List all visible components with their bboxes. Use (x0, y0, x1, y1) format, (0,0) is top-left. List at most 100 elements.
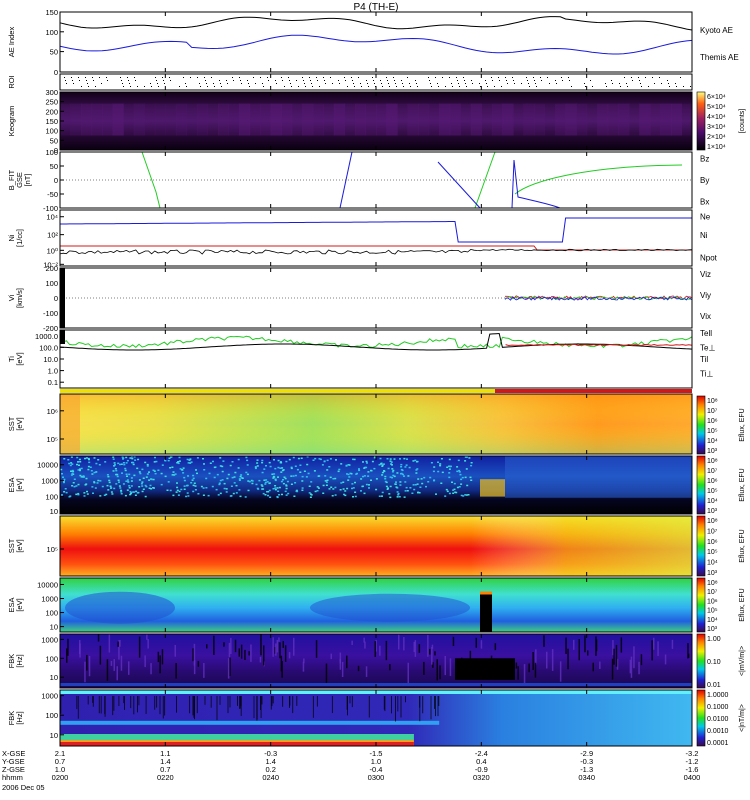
esa-e-pixel (412, 460, 415, 462)
fbk-b-stripe (216, 696, 218, 721)
esa-e-pixel (234, 471, 237, 474)
roi-dot (620, 86, 621, 87)
esa-i-blob (65, 591, 175, 624)
fbk-e-dark (455, 658, 515, 680)
esa-e-pixel (137, 458, 140, 461)
esa-e-pixel (138, 479, 141, 481)
esa-e-pixel (93, 471, 96, 474)
roi-dot (158, 86, 159, 87)
fbk-e-stripe (546, 651, 548, 669)
roi-dot (127, 77, 128, 78)
esa-e-pixel (330, 486, 333, 488)
esa-e-colorbar-tick: 10⁶ (707, 478, 718, 485)
esa-e-pixel (166, 489, 169, 491)
esa-e-pixel (144, 461, 147, 464)
fbk-e-stripe (543, 635, 545, 647)
esa-e-pixel (170, 456, 172, 458)
esa-e-pixel (82, 475, 85, 477)
esa-e-pixel (76, 463, 78, 466)
esa-e-pixel (71, 485, 74, 487)
roi-dot (526, 77, 527, 78)
esa-e-pixel (340, 463, 343, 465)
esa-e-pixel (135, 490, 138, 493)
time-label: 0340 (578, 773, 595, 782)
sst-i-colorbar-tick: 10⁴ (707, 560, 718, 567)
esa-e-pixel (312, 459, 315, 461)
keogram-column (60, 103, 72, 136)
esa-e-pixel (452, 489, 455, 491)
esa-e-pixel (427, 481, 430, 483)
roi-dot (197, 77, 198, 78)
roi-dot (284, 86, 285, 87)
esa-e-pixel (119, 463, 122, 466)
roi-dot (536, 86, 537, 87)
esa-e-pixel (131, 461, 134, 464)
keogram-column (323, 103, 335, 136)
esa-e-pixel (248, 480, 251, 483)
esa-e-pixel (425, 485, 427, 488)
fbk-b-stripe (189, 696, 191, 714)
sst-e-colorbar-title: Eflux, EFU (739, 408, 746, 441)
esa-e-pixel (215, 488, 218, 491)
roi-dot (86, 80, 87, 81)
esa-e-pixel (141, 468, 144, 471)
fbk-e-stripe (197, 661, 200, 667)
keogram-image (60, 92, 692, 150)
roi-dot (129, 83, 130, 84)
esa-e-pixel (75, 493, 78, 496)
esa-e-pixel (91, 486, 94, 488)
legend-label: Kyoto AE (700, 26, 733, 35)
esa-e-pixel (238, 489, 241, 491)
esa-e-pixel (145, 485, 148, 488)
esa-e-pixel (69, 495, 72, 497)
esa-e-pixel (72, 470, 75, 473)
esa-e-pixel (111, 493, 114, 495)
esa-e-pixel (448, 468, 451, 470)
roi-dot (465, 83, 466, 84)
esa-e-pixel (358, 469, 361, 472)
esa-e-pixel (172, 471, 175, 473)
fbk-b-band (60, 734, 414, 740)
roi-dot (71, 77, 72, 78)
esa-e-pixel (378, 495, 381, 497)
fbk-e-stripe (118, 640, 120, 660)
y-axis-label: B_FIT (7, 169, 16, 190)
footer-value: -1.3 (580, 765, 593, 774)
esa-e-colorbar-tick: 10⁵ (707, 488, 718, 495)
esa-e-pixel (308, 492, 311, 494)
keogram-colorbar-title: [counts] (739, 109, 746, 134)
esa-e-pixel (446, 466, 449, 468)
roi-dot (206, 83, 207, 84)
esa-e-pixel (352, 458, 354, 461)
esa-e-pixel (274, 467, 277, 470)
esa-e-pixel (151, 478, 153, 481)
esa-e-pixel (383, 463, 385, 465)
esa-e-pixel (115, 483, 118, 485)
esa-e-pixel (279, 467, 282, 469)
roi-dot (626, 83, 627, 84)
footer-value: 1.4 (160, 757, 170, 766)
roi-dot (494, 86, 495, 87)
esa-e-pixel (125, 473, 128, 475)
esa-e-pixel (437, 461, 439, 463)
fbk-b-stripe (229, 696, 231, 708)
esa-e-pixel (399, 484, 402, 486)
keogram-colorbar-tick: 6×10⁴ (707, 94, 726, 101)
esa-i-gap (480, 594, 492, 632)
esa-e-pixel (351, 483, 354, 485)
fbk-b-stripe (289, 696, 291, 706)
sst-e-colorbar: 10⁸ 10⁷ 10⁶ 10⁵ 10⁴ 10³ Eflux, EFU (696, 395, 746, 455)
roi-dot (220, 83, 221, 84)
roi-dot (281, 77, 282, 78)
esa-e-pixel (301, 489, 304, 491)
by-line (141, 151, 161, 209)
esa-e-pixel (187, 462, 190, 464)
esa-e-late (505, 456, 692, 498)
roi-dot (403, 86, 404, 87)
esa-e-pixel (396, 491, 399, 493)
esa-e-pixel (445, 488, 448, 491)
esa-e-pixel (419, 486, 422, 488)
roi-dot (199, 83, 200, 84)
fbk-b-stripe (261, 696, 263, 705)
esa-e-pixel (403, 475, 405, 477)
